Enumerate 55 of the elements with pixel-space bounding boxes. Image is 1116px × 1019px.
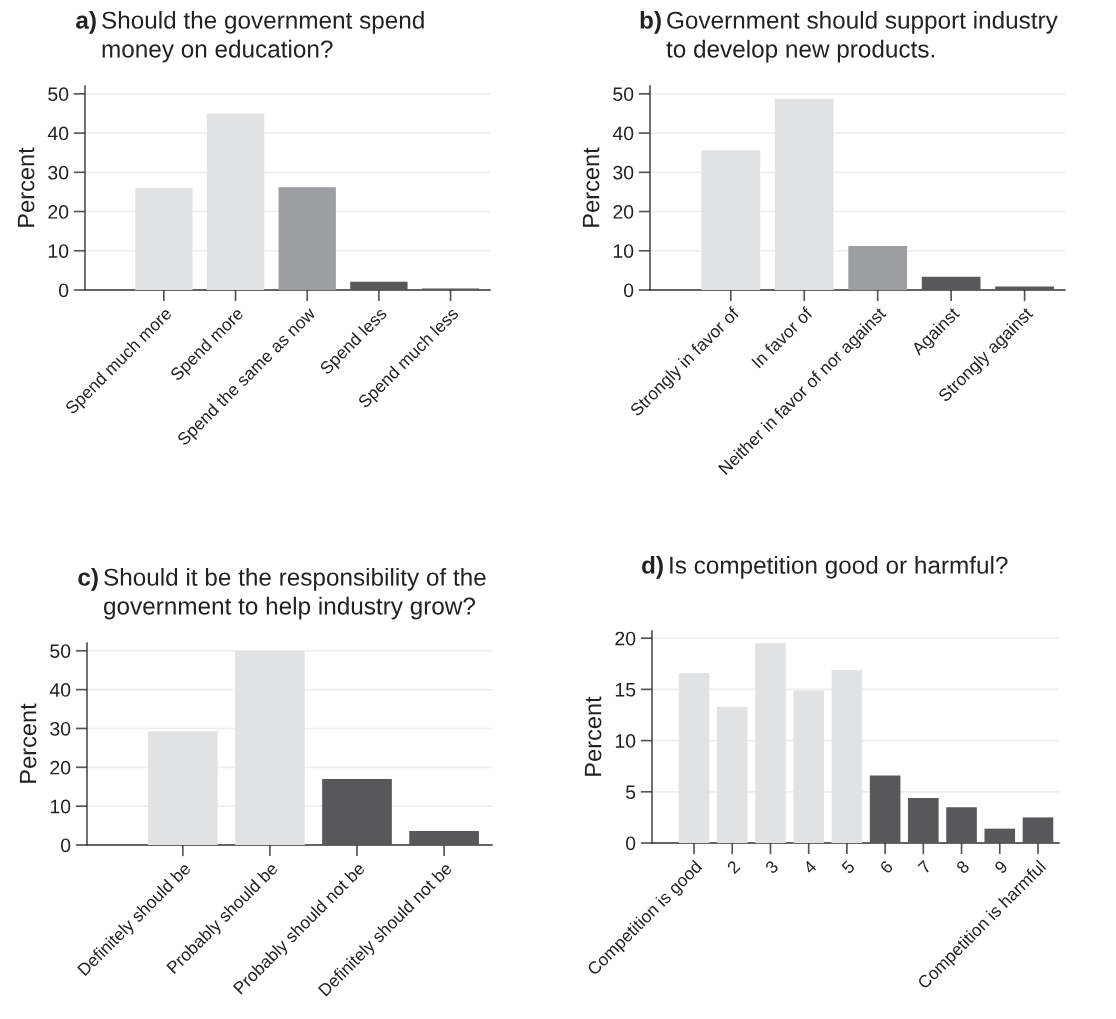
- bar: [716, 706, 748, 843]
- bar: [755, 643, 786, 843]
- bar: [793, 690, 824, 843]
- y-tick-label: 0: [623, 283, 634, 298]
- bar: [848, 246, 908, 290]
- bar: [278, 187, 336, 290]
- y-tick-label: 50: [613, 87, 634, 102]
- bar: [135, 188, 193, 290]
- y-tick-label: 15: [615, 683, 636, 697]
- x-tick-label: 5: [841, 859, 856, 875]
- y-tick-label: 20: [48, 205, 69, 219]
- text: b): [640, 11, 661, 34]
- bar: [147, 731, 218, 845]
- y-tick-label: 50: [48, 87, 69, 102]
- y-axis-title: Percent: [582, 147, 600, 227]
- y-tick-label: 50: [50, 644, 71, 659]
- x-tick-label: 7: [917, 860, 932, 875]
- chart-title: Is competition good or harmful?: [670, 556, 1008, 579]
- y-tick-label: 0: [625, 836, 636, 851]
- y-tick-label: 40: [612, 126, 634, 141]
- x-tick-label: 6: [879, 859, 894, 875]
- y-tick-label: 10: [48, 244, 69, 259]
- bar: [701, 150, 761, 290]
- x-tick-label: 3: [764, 859, 779, 875]
- text: c): [78, 568, 98, 591]
- y-tick-label: 30: [50, 721, 71, 736]
- bar: [831, 669, 863, 843]
- y-tick-label: 5: [625, 785, 636, 800]
- y-tick-label: 40: [47, 126, 69, 141]
- y-tick-label: 20: [615, 631, 636, 646]
- y-tick-label: 0: [58, 283, 69, 298]
- y-tick-label: 10: [613, 244, 634, 259]
- y-tick-label: 10: [615, 734, 636, 748]
- y-tick-label: 10: [50, 799, 71, 814]
- y-axis-title: Percent: [19, 703, 37, 783]
- bar: [774, 98, 834, 290]
- y-tick-label: 40: [49, 683, 71, 697]
- y-tick-label: 0: [60, 838, 71, 853]
- chart-title: Should it be the responsibility of the government to help industry grow?: [104, 568, 486, 620]
- y-axis-title: Percent: [584, 696, 602, 776]
- y-tick-label: 20: [50, 760, 71, 775]
- text: a): [76, 11, 96, 34]
- y-tick-label: 30: [48, 165, 69, 180]
- x-tick-label: 8: [955, 859, 971, 875]
- text: d): [642, 556, 663, 579]
- chart-title: Should the government spend money on education?: [102, 11, 424, 63]
- x-tick-label: 2: [726, 859, 741, 875]
- y-tick-label: 20: [613, 205, 634, 219]
- x-tick-label: 4: [802, 859, 818, 875]
- bar: [206, 113, 265, 290]
- bar: [678, 672, 710, 843]
- chart-title: Government should support industry to develop new products.: [666, 11, 1058, 63]
- bar: [235, 650, 305, 845]
- y-tick-label: 30: [613, 165, 634, 180]
- y-axis-title: Percent: [17, 147, 35, 227]
